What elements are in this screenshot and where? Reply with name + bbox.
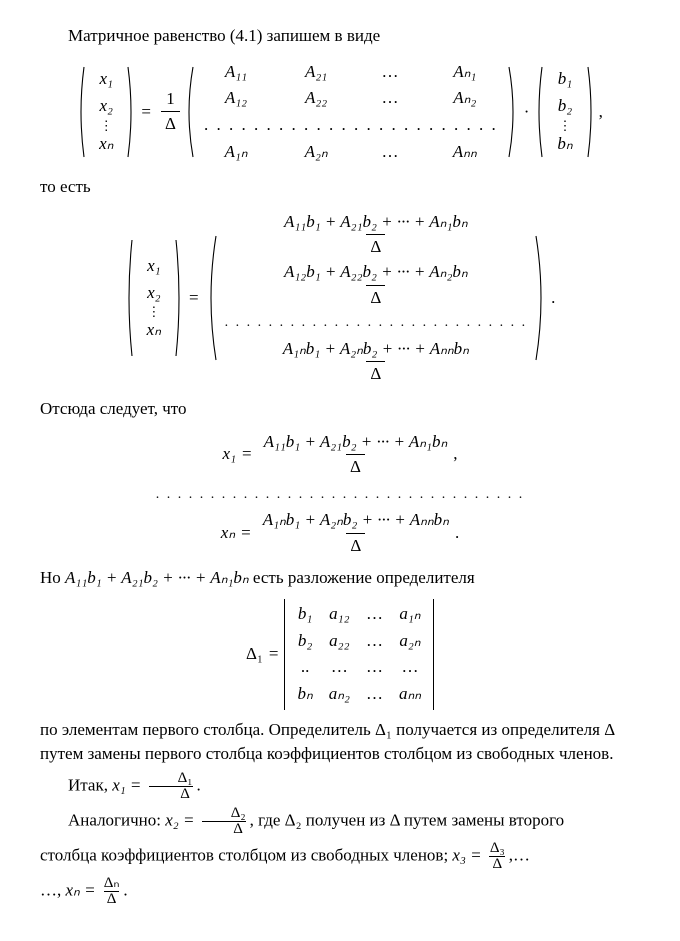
b2: b₂ — [550, 93, 580, 120]
trailing-comma: , — [595, 100, 603, 125]
vdots-b: ⋮ — [551, 120, 580, 131]
equation-matrix-form: x₁ x₂ ⋮ xₙ = 1 Δ A₁₁A₂₁…Aₙ₁ A₁₂A₂₂…Aₙ₂ .… — [40, 57, 640, 168]
rhs-row-1: A₁₁b₁ + A₂₁b₂ + ··· + Aₙ₁bₙ Δ — [282, 210, 470, 260]
one-over-delta: 1 Δ — [161, 87, 180, 137]
matrix-dots-row: . . . . . . . . . . . . . . . . . . . . … — [196, 112, 506, 139]
eq-dots: . . . . . . . . . . . . . . . . . . . . … — [40, 482, 640, 508]
text-intro: Матричное равенство (4.1) запишем в виде — [40, 24, 640, 49]
xn: xₙ — [91, 131, 121, 158]
bn: bₙ — [549, 131, 580, 158]
b1: b₁ — [550, 66, 580, 93]
equals: = — [135, 100, 157, 125]
equation-expanded: x₁ x₂ ⋮ xₙ = A₁₁b₁ + A₂₁b₂ + ··· + Aₙ₁bₙ… — [40, 208, 640, 389]
text-follows: Отсюда следует, что — [40, 397, 640, 422]
text-analog-cont: столбца коэффициентов столбцом из свобод… — [40, 841, 640, 872]
delta1-label: Δ₁ — [246, 642, 263, 667]
vdots: ⋮ — [92, 120, 121, 131]
rhs-dots: . . . . . . . . . . . . . . . . . . . . … — [225, 310, 528, 336]
text-analog-end: …, xₙ = ΔₙΔ. — [40, 876, 640, 907]
x1: x₁ — [92, 66, 121, 93]
x2: x₂ — [92, 93, 121, 120]
text-itak: Итак, x₁ = Δ₁Δ. — [40, 771, 640, 802]
equation-delta1: Δ₁ = b₁a₁₂…a₁ₙ b₂a₂₂…a₂ₙ ..……… bₙaₙ₂…aₙₙ — [40, 599, 640, 710]
rhs-row-2: A₁₂b₁ + A₂₂b₂ + ··· + Aₙ₂bₙ Δ — [282, 260, 470, 310]
determinant-matrix: b₁a₁₂…a₁ₙ b₂a₂₂…a₂ₙ ..……… bₙaₙ₂…aₙₙ — [289, 601, 429, 708]
dot-op: · — [518, 100, 536, 125]
trailing-period: . — [547, 286, 555, 311]
rhs-row-n: A₁ₙb₁ + A₂ₙb₂ + ··· + Aₙₙbₙ Δ — [281, 337, 471, 387]
matrix-A: A₁₁A₂₁…Aₙ₁ A₁₂A₂₂…Aₙ₂ . . . . . . . . . … — [196, 59, 506, 166]
text-expansion: Но A₁₁b₁ + A₂₁b₂ + ··· + Aₙ₁bₙ есть разл… — [40, 566, 640, 591]
equation-x1-xn: x₁= A₁₁b₁ + A₂₁b₂ + ··· + Aₙ₁bₙΔ , . . .… — [40, 430, 640, 559]
text-analog: Аналогично: x₂ = Δ₂Δ, где Δ₂ получен из … — [40, 806, 640, 837]
text-column-description: по элементам первого столбца. Определите… — [40, 718, 640, 767]
text-to-est: то есть — [40, 175, 640, 200]
